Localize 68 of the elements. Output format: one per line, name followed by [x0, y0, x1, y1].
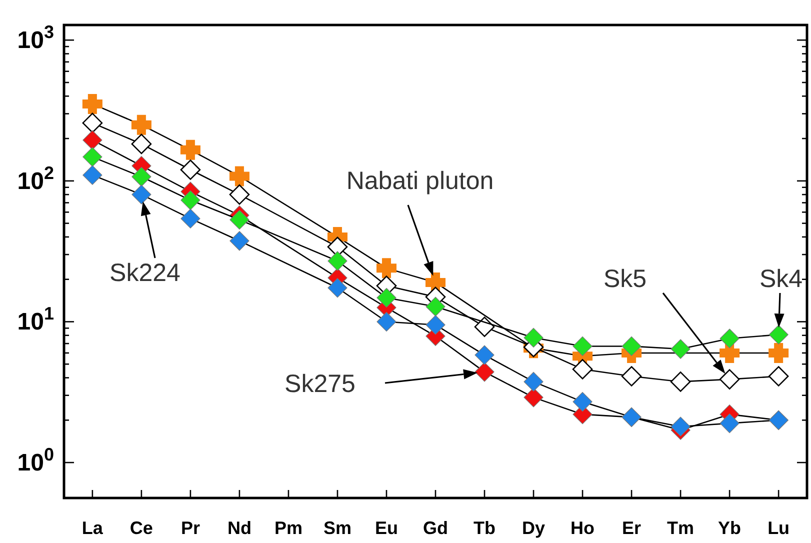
point	[768, 324, 788, 344]
point	[524, 388, 544, 408]
point	[82, 147, 102, 167]
point	[426, 296, 446, 316]
x-tick-label: Ce	[130, 518, 153, 538]
point	[720, 328, 740, 348]
point	[572, 359, 593, 380]
legend-label: Sk275	[284, 370, 356, 398]
point	[180, 208, 200, 228]
point	[230, 231, 250, 251]
series-label: Nabati pluton	[346, 167, 494, 195]
point	[82, 130, 102, 150]
text: Sk5	[603, 265, 647, 293]
point	[131, 114, 152, 135]
x-tick-label: Er	[622, 518, 642, 538]
point	[572, 336, 592, 356]
point	[720, 413, 740, 434]
point	[180, 140, 200, 160]
point	[376, 258, 396, 278]
point	[524, 372, 544, 392]
point	[132, 184, 152, 204]
point	[328, 251, 348, 271]
point	[82, 94, 102, 114]
x-tick-label: Gd	[423, 518, 448, 538]
x-tick-label: Nd	[227, 518, 252, 538]
point	[230, 210, 250, 230]
point	[180, 190, 200, 210]
y-tick-label: 10$^{2}$	[17, 162, 54, 195]
x-tick-label: Eu	[374, 518, 398, 538]
legend-label: Sk4	[759, 265, 803, 293]
point	[621, 366, 642, 386]
point	[131, 134, 152, 154]
point	[474, 345, 494, 365]
x-tick-label: Tm	[667, 518, 694, 538]
point	[768, 366, 789, 386]
x-tick-label: Lu	[768, 518, 790, 538]
x-tick-label: Sm	[323, 518, 352, 538]
point	[474, 316, 495, 337]
point	[376, 288, 396, 308]
y-tick-label: 10$^{3}$	[17, 22, 54, 54]
point	[180, 160, 201, 180]
point	[572, 392, 592, 412]
point	[768, 342, 789, 363]
point	[719, 369, 740, 390]
point	[622, 336, 642, 356]
y-tick-label: 10$^{0}$	[17, 444, 54, 477]
x-tick-label: Pm	[274, 518, 302, 538]
x-tick-label: Ho	[570, 518, 595, 538]
point	[474, 362, 494, 382]
point	[670, 339, 690, 359]
point	[376, 312, 396, 332]
y-tick-label: 10$^{1}$	[17, 304, 54, 336]
point	[229, 184, 250, 205]
point	[670, 372, 691, 392]
x-tick-label: La	[82, 518, 104, 538]
point	[426, 315, 446, 335]
point	[229, 166, 250, 186]
point	[328, 278, 348, 298]
point	[132, 166, 152, 187]
point	[524, 328, 544, 348]
x-tick-label: Pr	[180, 518, 200, 538]
point	[82, 112, 103, 134]
x-tick-label: Dy	[522, 518, 546, 538]
series-label: Sk224	[110, 259, 181, 287]
point	[82, 165, 102, 185]
point	[670, 416, 690, 436]
x-tick-label: Yb	[718, 518, 742, 538]
x-tick-label: Tb	[474, 518, 496, 538]
